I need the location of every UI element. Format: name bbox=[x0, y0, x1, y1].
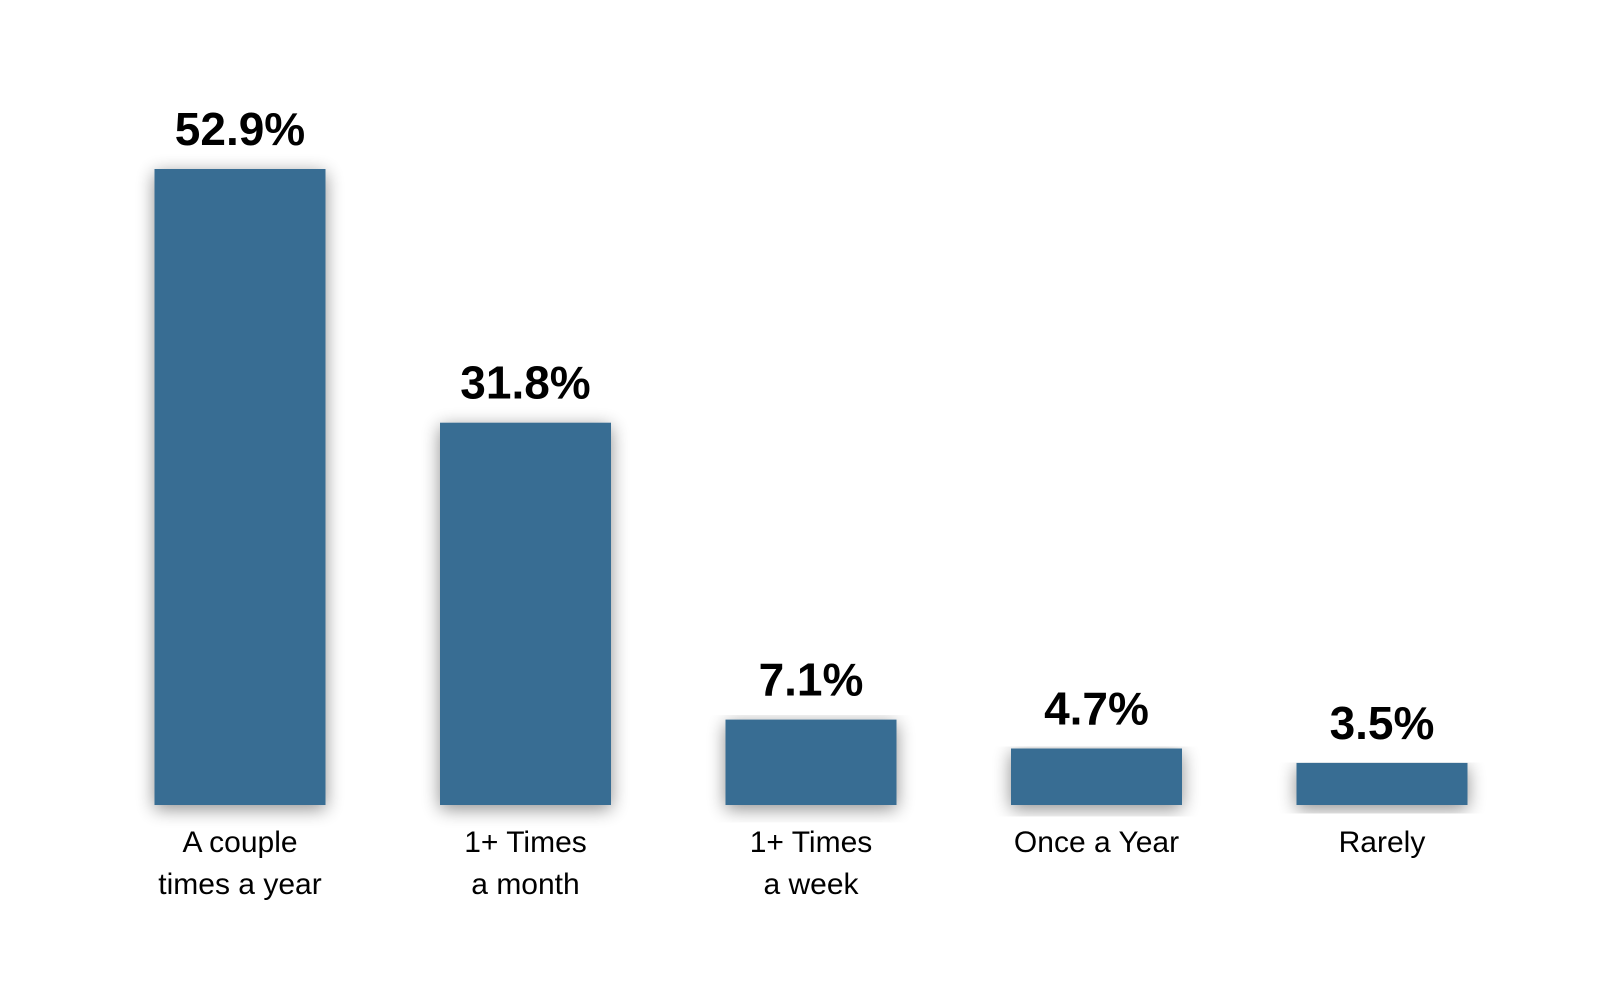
value-label-1: 31.8% bbox=[460, 357, 590, 409]
bar-3 bbox=[1011, 748, 1182, 805]
category-label-3: Once a Year bbox=[1014, 826, 1179, 859]
category-label-1: 1+ Times a month bbox=[464, 826, 587, 901]
category-label-line: 1+ Times bbox=[464, 826, 587, 859]
value-label-2: 7.1% bbox=[759, 654, 864, 706]
category-label-line: a week bbox=[763, 868, 859, 901]
value-label-4: 3.5% bbox=[1330, 697, 1435, 749]
category-label-2: 1+ Times a week bbox=[750, 826, 873, 901]
bars-group bbox=[154, 169, 1468, 805]
category-label-line: times a year bbox=[158, 868, 321, 901]
category-label-4: Rarely bbox=[1339, 826, 1426, 859]
bar-1 bbox=[440, 422, 611, 805]
category-label-line: a month bbox=[471, 868, 579, 901]
value-label-0: 52.9% bbox=[175, 103, 305, 155]
category-label-0: A couple times a year bbox=[158, 826, 321, 901]
category-label-line: A couple bbox=[182, 826, 297, 859]
category-label-line: Once a Year bbox=[1014, 826, 1179, 859]
category-label-line: Rarely bbox=[1339, 826, 1426, 859]
category-label-line: 1+ Times bbox=[750, 826, 873, 859]
value-label-3: 4.7% bbox=[1044, 683, 1149, 735]
bar-2 bbox=[725, 719, 897, 805]
bar-0 bbox=[154, 169, 326, 805]
value-labels-group: 52.9% 31.8% 7.1% 4.7% 3.5% bbox=[175, 103, 1435, 749]
bar-4 bbox=[1296, 762, 1468, 805]
